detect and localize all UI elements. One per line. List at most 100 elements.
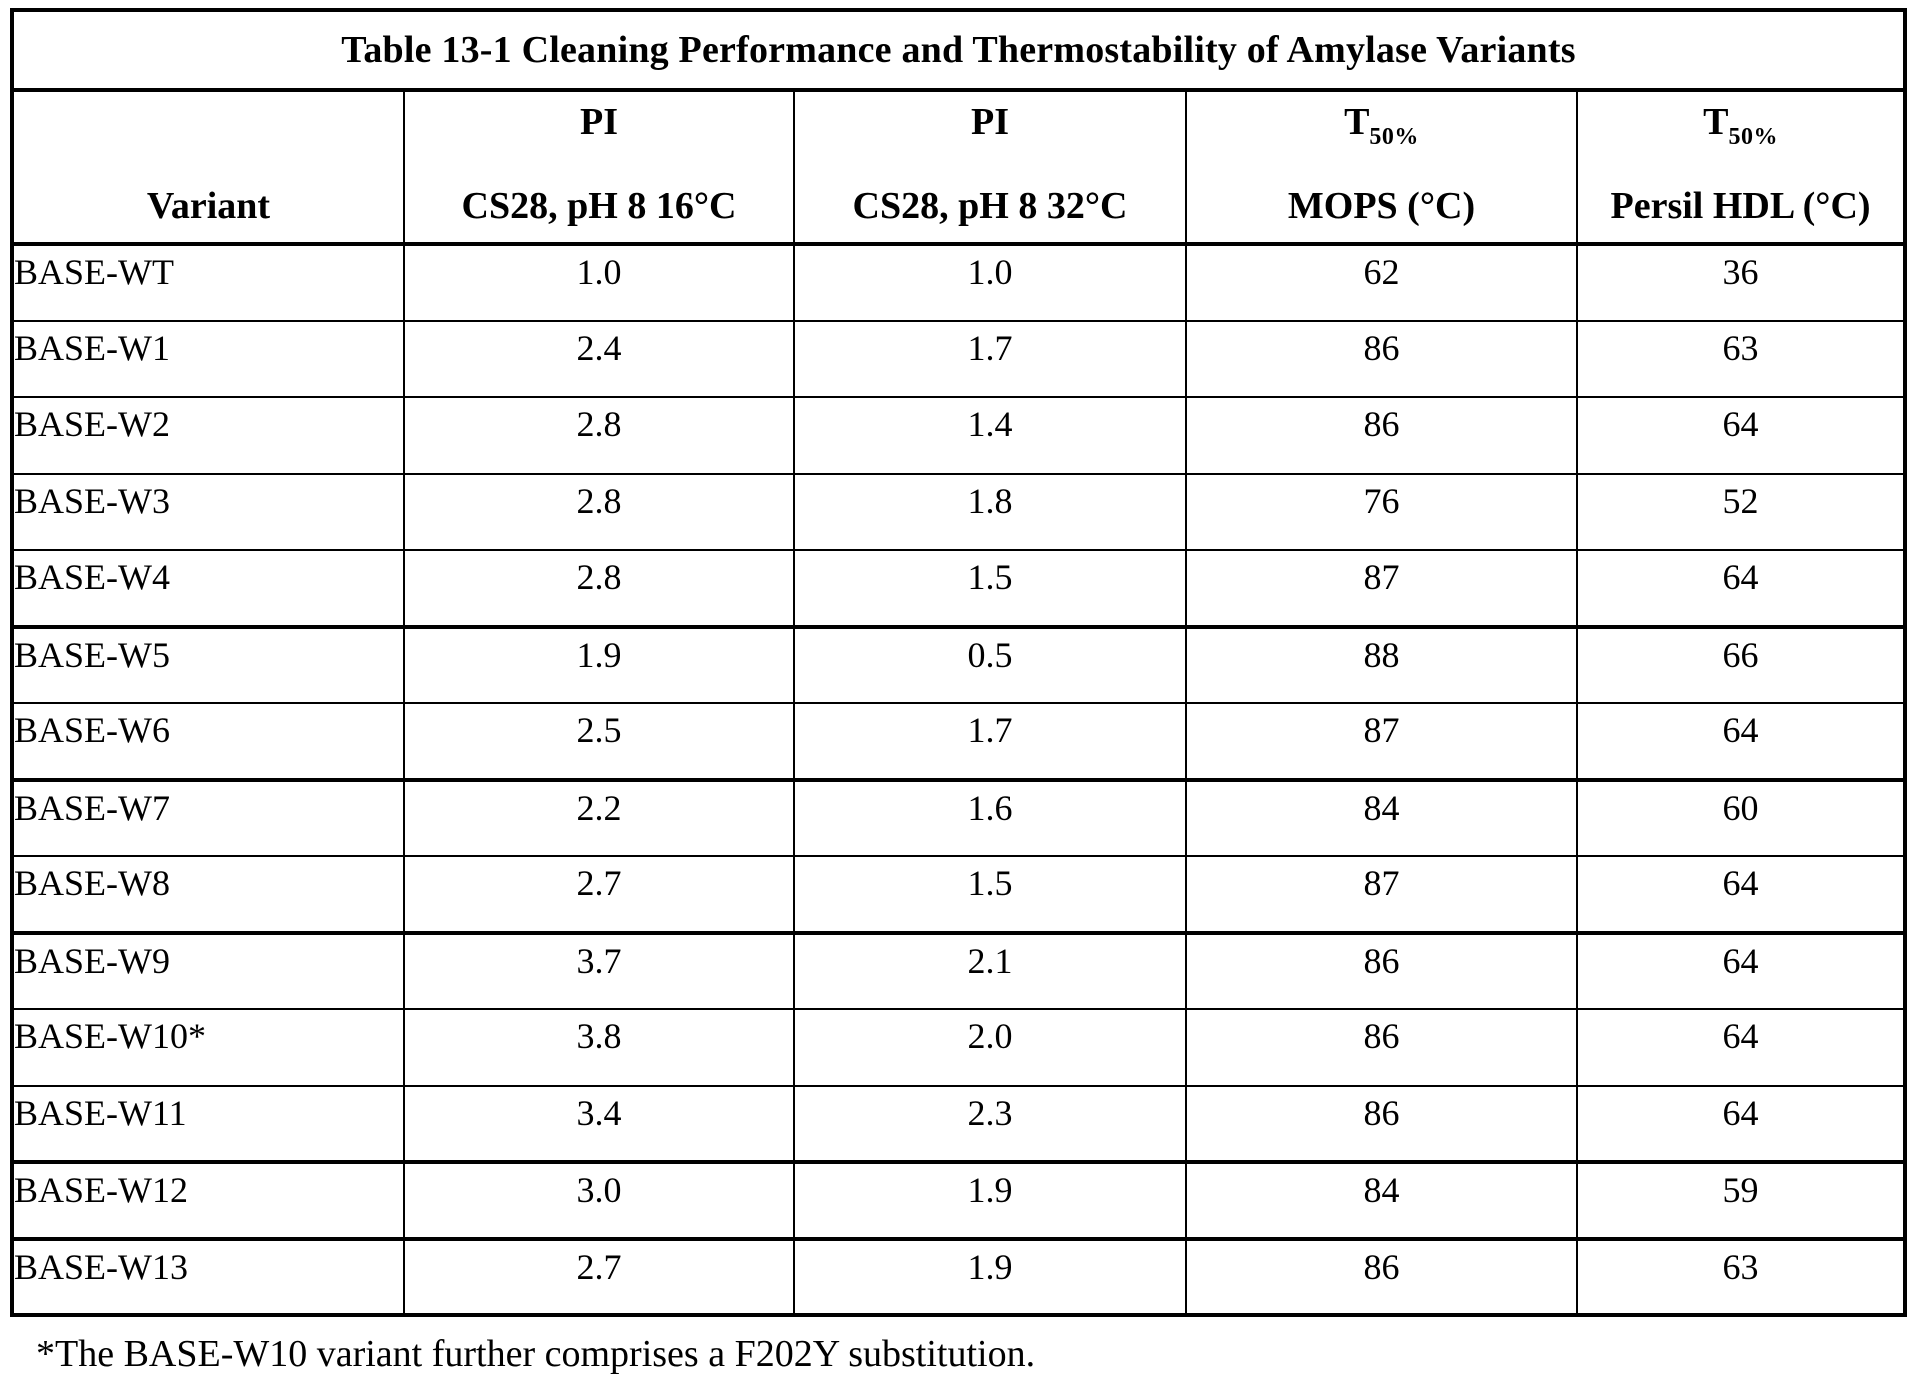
cell-pi-32c: 2.3 (793, 1084, 1187, 1164)
cell-t50-mops: 87 (1185, 549, 1578, 629)
cell-variant: BASE-W1 (11, 319, 405, 398)
column-header-t50-persil: T50% Persil HDL (°C) (1575, 89, 1907, 246)
cell-variant: BASE-W13 (11, 1237, 405, 1316)
header-line1: PI (580, 101, 618, 143)
cell-t50-mops: 84 (1185, 778, 1578, 857)
cell-pi-16c: 1.0 (403, 243, 795, 322)
cell-pi-32c: 0.5 (793, 625, 1187, 704)
cell-t50-mops: 88 (1185, 625, 1578, 704)
column-header-t50-mops: T50% MOPS (°C) (1185, 89, 1578, 246)
cell-variant: BASE-W7 (11, 778, 405, 857)
cell-pi-16c: 2.7 (403, 855, 795, 935)
header-line2: CS28, pH 8 16°C (461, 185, 737, 227)
cell-pi-16c: 2.5 (403, 702, 795, 782)
column-header-pi-32c: PI CS28, pH 8 32°C (793, 89, 1187, 246)
cell-t50-persil: 36 (1575, 243, 1907, 322)
cell-t50-mops: 76 (1185, 472, 1578, 551)
cell-variant: BASE-W12 (11, 1161, 405, 1241)
cell-t50-mops: 62 (1185, 243, 1578, 322)
table-row: BASE-W9 3.7 2.1 86 64 (11, 931, 1907, 1010)
table-row: BASE-W7 2.2 1.6 84 60 (11, 778, 1907, 857)
cell-pi-32c: 1.0 (793, 243, 1187, 322)
cell-variant: BASE-W3 (11, 472, 405, 551)
header-line2: Persil HDL (°C) (1610, 185, 1871, 227)
table-row: BASE-W13 2.7 1.9 86 63 (11, 1237, 1907, 1316)
cell-t50-persil: 59 (1575, 1161, 1907, 1241)
table-row: BASE-W10* 3.8 2.0 86 64 (11, 1008, 1907, 1087)
table-row: BASE-W5 1.9 0.5 88 66 (11, 625, 1907, 704)
table-title: Table 13-1 Cleaning Performance and Ther… (10, 9, 1907, 92)
cell-pi-16c: 2.4 (403, 319, 795, 398)
table-row: BASE-W12 3.0 1.9 84 59 (11, 1161, 1907, 1241)
cell-t50-persil: 66 (1575, 625, 1907, 704)
cell-pi-32c: 1.5 (793, 855, 1187, 935)
table-footnote: *The BASE-W10 variant further comprises … (36, 1333, 1036, 1375)
cell-t50-persil: 64 (1575, 1008, 1907, 1087)
cell-variant: BASE-WT (11, 243, 405, 322)
header-line2: MOPS (°C) (1287, 185, 1476, 227)
cell-pi-32c: 1.4 (793, 396, 1187, 475)
header-line2: CS28, pH 8 32°C (852, 185, 1128, 227)
table-row: BASE-W4 2.8 1.5 87 64 (11, 549, 1907, 629)
cell-t50-persil: 52 (1575, 472, 1907, 551)
header-line1: PI (971, 101, 1009, 143)
cell-pi-32c: 1.5 (793, 549, 1187, 629)
cell-pi-16c: 3.0 (403, 1161, 795, 1241)
cell-t50-persil: 64 (1575, 549, 1907, 629)
cell-t50-mops: 86 (1185, 1237, 1578, 1316)
cell-pi-32c: 1.9 (793, 1161, 1187, 1241)
cell-pi-32c: 1.7 (793, 319, 1187, 398)
cell-variant: BASE-W5 (11, 625, 405, 704)
cell-t50-persil: 64 (1575, 1084, 1907, 1164)
cell-pi-16c: 3.7 (403, 931, 795, 1010)
cell-t50-persil: 64 (1575, 396, 1907, 475)
cell-variant: BASE-W4 (11, 549, 405, 629)
header-line1: T50% (1703, 101, 1778, 150)
cell-pi-32c: 2.1 (793, 931, 1187, 1010)
amylase-variants-table: Table 13-1 Cleaning Performance and Ther… (10, 8, 1908, 1317)
cell-pi-16c: 2.7 (403, 1237, 795, 1316)
cell-variant: BASE-W6 (11, 702, 405, 782)
table-row: BASE-W8 2.7 1.5 87 64 (11, 855, 1907, 935)
table-title-row: Table 13-1 Cleaning Performance and Ther… (10, 9, 1907, 92)
table-row: BASE-WT 1.0 1.0 62 36 (11, 243, 1907, 322)
cell-pi-32c: 1.9 (793, 1237, 1187, 1316)
cell-pi-16c: 3.8 (403, 1008, 795, 1087)
cell-pi-16c: 2.8 (403, 472, 795, 551)
table-row: BASE-W2 2.8 1.4 86 64 (11, 396, 1907, 475)
cell-t50-persil: 63 (1575, 319, 1907, 398)
cell-variant: BASE-W8 (11, 855, 405, 935)
header-line1: T50% (1344, 101, 1419, 150)
cell-t50-persil: 60 (1575, 778, 1907, 857)
cell-pi-32c: 2.0 (793, 1008, 1187, 1087)
cell-t50-mops: 87 (1185, 702, 1578, 782)
cell-t50-mops: 87 (1185, 855, 1578, 935)
cell-t50-mops: 86 (1185, 931, 1578, 1010)
cell-pi-32c: 1.8 (793, 472, 1187, 551)
cell-t50-persil: 64 (1575, 931, 1907, 1010)
cell-variant: BASE-W9 (11, 931, 405, 1010)
cell-variant: BASE-W2 (11, 396, 405, 475)
cell-pi-32c: 1.7 (793, 702, 1187, 782)
table-header-row: Variant PI CS28, pH 8 16°C PI CS28, pH 8… (11, 89, 1907, 246)
cell-pi-16c: 1.9 (403, 625, 795, 704)
header-line2: Variant (146, 185, 271, 227)
column-header-variant: Variant (11, 89, 405, 246)
cell-t50-persil: 63 (1575, 1237, 1907, 1316)
table-row: BASE-W1 2.4 1.7 86 63 (11, 319, 1907, 398)
cell-t50-persil: 64 (1575, 855, 1907, 935)
cell-t50-mops: 86 (1185, 1008, 1578, 1087)
table-row: BASE-W6 2.5 1.7 87 64 (11, 702, 1907, 782)
cell-t50-mops: 86 (1185, 1084, 1578, 1164)
cell-pi-16c: 2.8 (403, 549, 795, 629)
cell-variant: BASE-W10* (11, 1008, 405, 1087)
cell-t50-persil: 64 (1575, 702, 1907, 782)
cell-pi-16c: 2.2 (403, 778, 795, 857)
cell-pi-32c: 1.6 (793, 778, 1187, 857)
column-header-pi-16c: PI CS28, pH 8 16°C (403, 89, 795, 246)
cell-t50-mops: 84 (1185, 1161, 1578, 1241)
table-row: BASE-W11 3.4 2.3 86 64 (11, 1084, 1907, 1164)
table-row: BASE-W3 2.8 1.8 76 52 (11, 472, 1907, 551)
cell-pi-16c: 3.4 (403, 1084, 795, 1164)
